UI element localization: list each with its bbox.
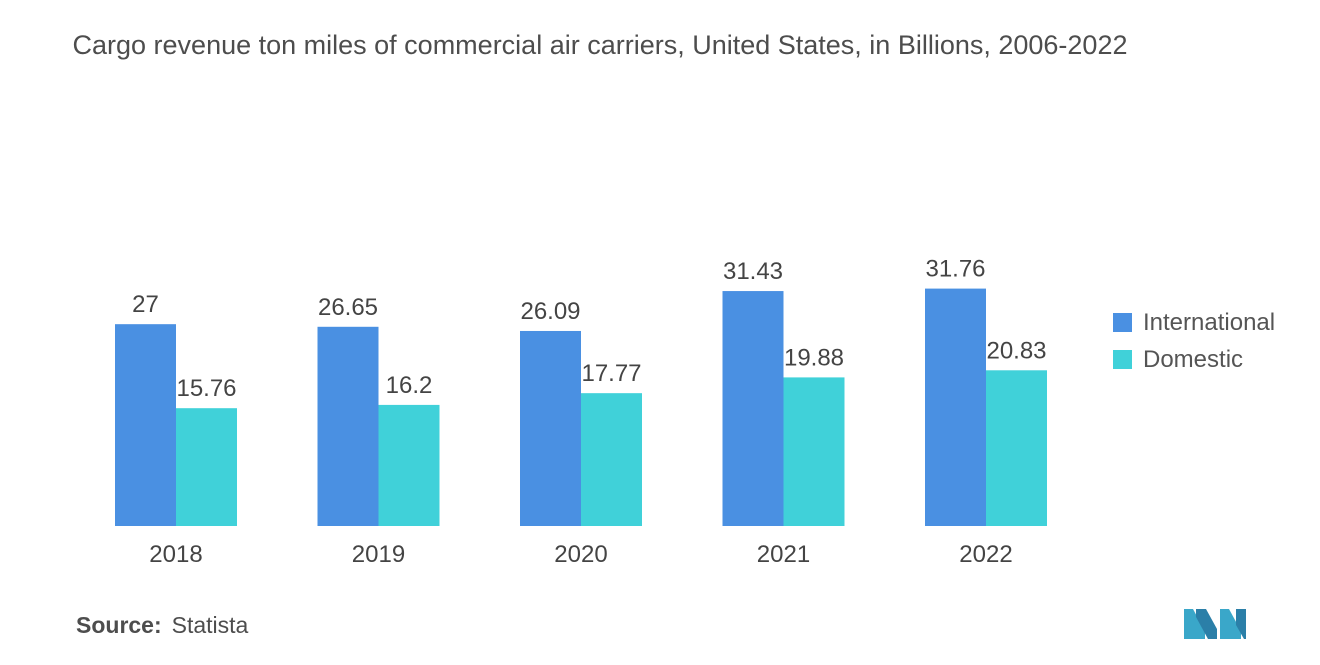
- bar-international-2018: [115, 324, 176, 526]
- value-label-international-2018: 27: [132, 291, 159, 318]
- legend-label-domestic: Domestic: [1143, 345, 1244, 373]
- value-label-domestic-2020: 17.77: [581, 360, 641, 387]
- source-note: Source: Statista: [76, 612, 248, 639]
- bar-domestic-2020: [581, 393, 642, 526]
- value-label-domestic-2022: 20.83: [986, 337, 1046, 364]
- x-tick-label-2018: 2018: [149, 541, 202, 568]
- source-value: Statista: [171, 612, 249, 638]
- bar-domestic-2019: [378, 404, 440, 526]
- bar-domestic-2021: [783, 377, 845, 526]
- bar-international-2022: [925, 288, 986, 526]
- x-tick-label-2019: 2019: [352, 541, 405, 568]
- value-label-domestic-2018: 15.76: [176, 375, 236, 402]
- bar-domestic-2022: [986, 370, 1047, 526]
- source-label: Source:: [76, 612, 162, 638]
- value-label-domestic-2019: 16.2: [386, 372, 433, 399]
- legend-swatch-international: [1113, 313, 1132, 332]
- x-tick-label-2020: 2020: [554, 541, 607, 568]
- bar-international-2020: [520, 330, 581, 526]
- legend-item-domestic: Domestic: [1113, 341, 1275, 378]
- value-label-domestic-2021: 19.88: [784, 344, 844, 371]
- chart-title: Cargo revenue ton miles of commercial ai…: [72, 30, 1128, 60]
- bar-international-2021: [722, 291, 784, 526]
- bar-international-2019: [317, 326, 379, 526]
- x-tick-label-2021: 2021: [757, 541, 810, 568]
- x-tick-label-2022: 2022: [959, 541, 1012, 568]
- bar-domestic-2018: [176, 408, 237, 526]
- value-label-international-2019: 26.65: [318, 294, 378, 321]
- legend-swatch-domestic: [1113, 350, 1132, 369]
- legend-item-international: International: [1113, 304, 1275, 341]
- chart-legend: International Domestic: [1113, 304, 1275, 378]
- value-label-international-2022: 31.76: [925, 256, 985, 283]
- value-label-international-2020: 26.09: [520, 298, 580, 325]
- legend-label-international: International: [1143, 308, 1276, 336]
- mordor-logo-icon: [1184, 609, 1246, 639]
- value-label-international-2021: 31.43: [723, 258, 783, 285]
